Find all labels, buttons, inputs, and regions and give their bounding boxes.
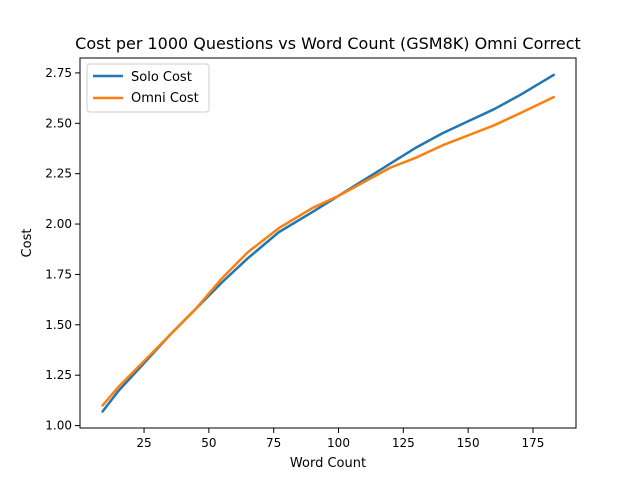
legend: Solo Cost Omni Cost (86, 63, 210, 113)
y-tick-label: 1.00 (45, 419, 72, 433)
legend-label-omni-cost: Omni Cost (131, 91, 199, 106)
series-line-omni-cost (101, 95, 555, 407)
x-tick-label: 150 (457, 436, 480, 450)
series-lines (101, 73, 555, 413)
y-tick-label: 2.25 (45, 167, 72, 181)
x-axis-label: Word Count (290, 456, 366, 471)
x-tick-label: 25 (136, 436, 151, 450)
y-axis-label: Cost (20, 229, 35, 258)
y-tick-label: 2.75 (45, 66, 72, 80)
legend-label-solo-cost: Solo Cost (131, 70, 192, 85)
x-tick-label: 100 (327, 436, 350, 450)
y-tick-label: 1.50 (45, 318, 72, 332)
x-tick-label: 50 (201, 436, 216, 450)
y-tick-label: 2.00 (45, 217, 72, 231)
x-tick-label: 175 (522, 436, 545, 450)
y-tick-label: 1.25 (45, 368, 72, 382)
plot-frame (79, 57, 577, 429)
y-axis-ticks: 1.00 1.25 1.50 1.75 2.00 2.25 2.50 2.75 (45, 66, 80, 433)
plot-area (80, 58, 576, 428)
chart-title: Cost per 1000 Questions vs Word Count (G… (75, 34, 581, 53)
y-tick-label: 1.75 (45, 267, 72, 281)
x-axis-ticks: 25 50 75 100 125 150 175 (136, 428, 544, 450)
y-tick-label: 2.50 (45, 116, 72, 130)
x-tick-label: 75 (266, 436, 281, 450)
x-tick-label: 125 (392, 436, 415, 450)
